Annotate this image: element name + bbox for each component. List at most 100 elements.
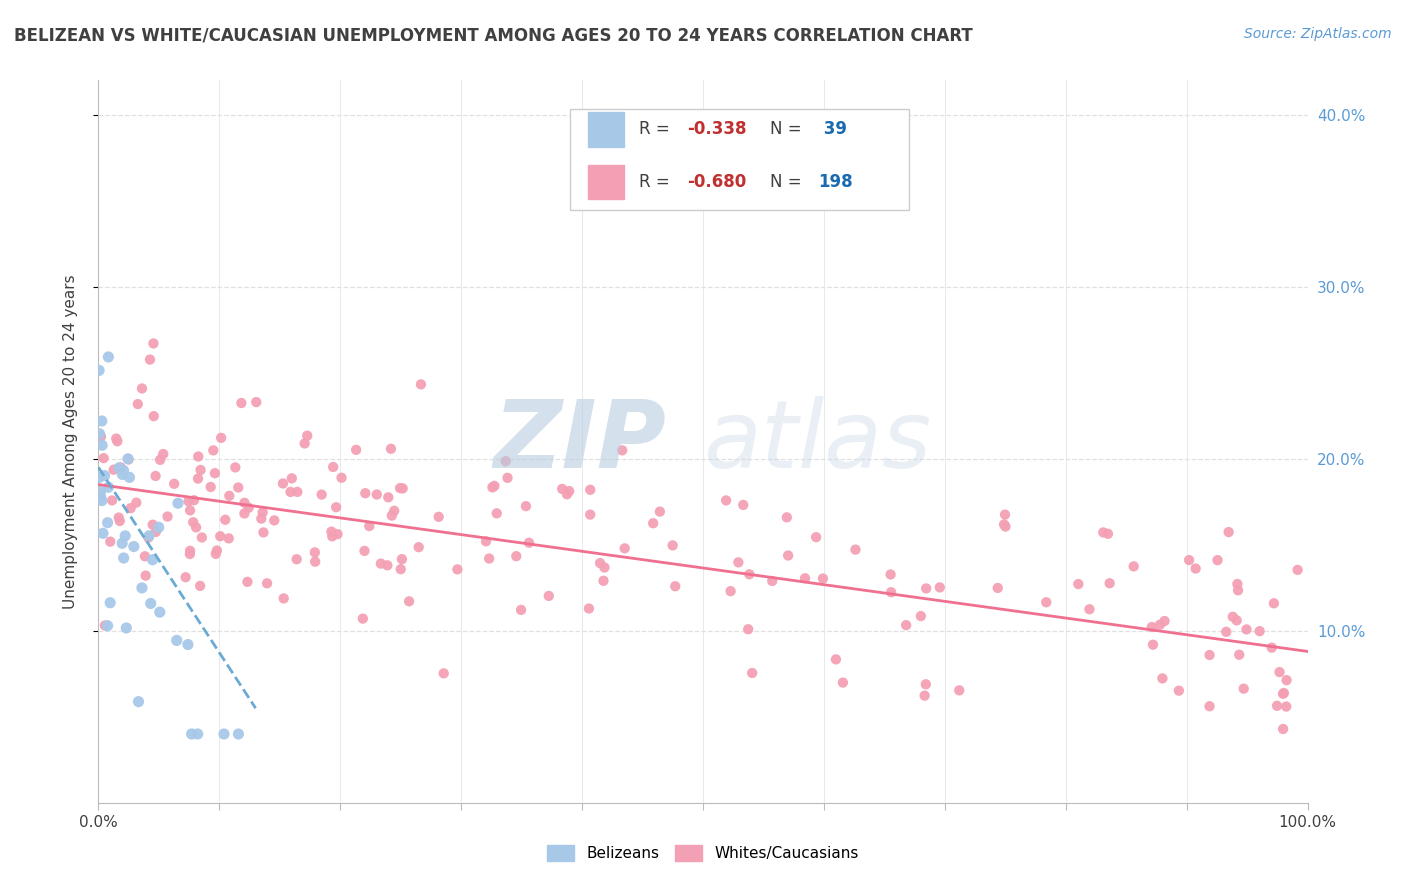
Point (218, 489, 240, 503)
Point (285, 552, 308, 566)
Point (321, 529, 343, 543)
Point (142, 409, 165, 424)
Point (478, 551, 501, 566)
Point (832, 675, 855, 690)
Point (228, 727, 250, 741)
Point (1261, 640, 1284, 655)
Point (537, 589, 560, 603)
Point (231, 396, 253, 410)
Point (179, 547, 201, 561)
Point (250, 511, 273, 525)
Point (204, 547, 226, 561)
Point (648, 505, 671, 519)
Point (515, 499, 537, 513)
Point (325, 500, 347, 515)
Point (322, 460, 344, 475)
Point (97, 350, 120, 364)
Point (661, 538, 683, 552)
Point (181, 515, 204, 529)
Point (353, 544, 375, 558)
Point (914, 689, 936, 703)
Point (87, 363, 110, 377)
Point (1222, 609, 1244, 624)
Point (1149, 617, 1171, 632)
Point (1272, 687, 1295, 701)
Point (408, 540, 430, 554)
Point (737, 622, 759, 636)
Point (89, 470, 111, 484)
Point (271, 476, 294, 491)
Point (994, 508, 1017, 522)
Point (91, 438, 114, 452)
Point (366, 487, 388, 501)
Point (148, 520, 170, 534)
Point (304, 545, 326, 559)
Point (579, 483, 602, 497)
Point (209, 529, 232, 543)
Point (1227, 648, 1250, 662)
Point (233, 496, 256, 510)
Point (112, 463, 135, 477)
Text: N =: N = (769, 173, 807, 191)
Point (741, 665, 763, 680)
Point (551, 482, 574, 496)
Point (174, 570, 197, 584)
Point (134, 549, 156, 564)
Point (166, 633, 188, 648)
Point (326, 527, 349, 541)
Point (89, 426, 111, 441)
Point (370, 557, 392, 571)
Point (142, 336, 165, 351)
Point (115, 621, 138, 635)
Point (98, 596, 121, 610)
Point (915, 582, 938, 596)
Point (200, 480, 222, 494)
Point (125, 495, 148, 509)
Point (281, 471, 304, 485)
Point (238, 500, 260, 515)
Point (226, 481, 249, 495)
Point (409, 377, 432, 392)
Point (117, 451, 139, 466)
Point (118, 470, 141, 484)
Point (93, 468, 115, 483)
Point (391, 552, 413, 566)
Point (285, 484, 308, 499)
Point (1226, 613, 1249, 627)
Point (252, 525, 274, 540)
Point (108, 461, 131, 475)
Point (122, 540, 145, 554)
Point (1152, 672, 1174, 686)
Point (256, 576, 278, 591)
Point (1236, 623, 1258, 637)
Point (89, 484, 111, 499)
Point (1275, 673, 1298, 687)
Point (117, 452, 139, 467)
Text: Source: ZipAtlas.com: Source: ZipAtlas.com (1244, 27, 1392, 41)
Point (738, 567, 761, 582)
Point (149, 605, 172, 619)
Point (1226, 577, 1249, 591)
Point (811, 572, 834, 586)
Point (1184, 561, 1206, 575)
Text: -0.338: -0.338 (688, 120, 747, 138)
Point (894, 618, 917, 632)
Point (90, 490, 112, 504)
Point (209, 431, 232, 445)
Point (187, 472, 209, 486)
Point (145, 524, 167, 539)
Point (987, 581, 1010, 595)
Point (103, 463, 125, 477)
Point (593, 560, 616, 574)
Point (191, 531, 214, 545)
Point (311, 487, 333, 501)
Point (97, 480, 120, 494)
Point (1227, 583, 1250, 598)
Point (1263, 596, 1285, 610)
Point (224, 460, 246, 475)
Text: atlas: atlas (703, 396, 931, 487)
Point (297, 428, 319, 442)
Point (128, 695, 150, 709)
Text: BELIZEAN VS WHITE/CAUCASIAN UNEMPLOYMENT AMONG AGES 20 TO 24 YEARS CORRELATION C: BELIZEAN VS WHITE/CAUCASIAN UNEMPLOYMENT… (14, 27, 973, 45)
Point (131, 381, 153, 395)
